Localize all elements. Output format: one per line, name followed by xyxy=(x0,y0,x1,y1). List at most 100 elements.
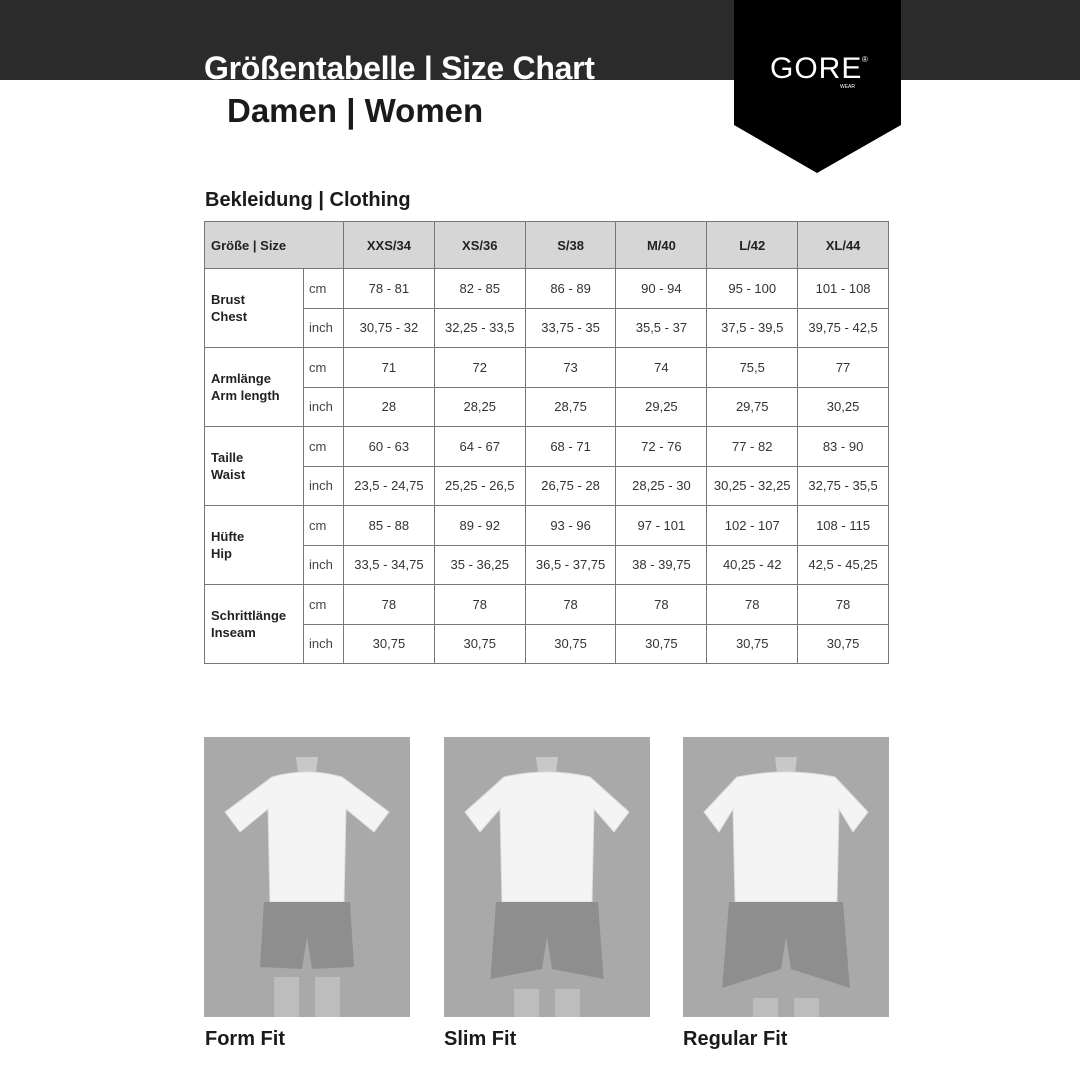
regular-fit-photo xyxy=(683,737,889,1038)
measurement-label: Armlänge Arm length xyxy=(204,347,304,427)
value-cell: 35 - 36,25 xyxy=(433,544,526,585)
value-cell: 78 xyxy=(615,584,708,625)
form-fit-photo xyxy=(204,737,410,1017)
label-en: Arm length xyxy=(211,388,280,403)
form-fit-caption: Form Fit xyxy=(205,1028,285,1050)
value-cell: 37,5 - 39,5 xyxy=(706,307,799,348)
value-cell: 78 xyxy=(797,584,889,625)
label-de: Schrittlänge xyxy=(211,608,287,623)
value-cell: 74 xyxy=(615,347,708,388)
table-row: Hüfte Hip cm 85 - 88 89 - 92 93 - 96 97 - 101 1… xyxy=(204,505,889,585)
value-cell: 30,75 xyxy=(706,623,799,664)
table-row: Taille Waist cm 60 - 63 64 - 67 68 - 71 72 - 7… xyxy=(204,426,889,506)
measurement-label: Schrittlänge Inseam xyxy=(204,584,304,664)
value-cell: 33,75 - 35 xyxy=(524,307,617,348)
value-cell: 30,25 - 32,25 xyxy=(706,465,799,506)
measurement-label: Hüfte Hip xyxy=(204,505,304,585)
table-row: Brust Chest cm 78 - 81 82 - 85 86 - 89 90 - 94… xyxy=(204,268,889,348)
regular-fit-caption: Regular Fit xyxy=(683,1028,788,1050)
label-en: Inseam xyxy=(211,625,256,640)
label-de: Hüfte xyxy=(211,529,245,544)
value-cell: 83 - 90 xyxy=(797,426,889,467)
t-shirt xyxy=(464,771,630,903)
value-cell: 30,75 xyxy=(797,623,889,664)
value-cell: 86 - 89 xyxy=(524,268,617,309)
value-cell: 30,75 - 32 xyxy=(343,307,435,348)
value-cell: 60 - 63 xyxy=(343,426,435,467)
value-cell: 102 - 107 xyxy=(706,505,799,546)
value-cell: 73 xyxy=(524,347,617,388)
mannequin-neck xyxy=(775,757,797,773)
page-title: Größentabelle | Size Chart xyxy=(204,50,595,80)
unit-cell: inch xyxy=(303,386,344,427)
value-cell: 93 - 96 xyxy=(524,505,617,546)
value-cell: 78 xyxy=(524,584,617,625)
table-row: inch 28 28,25 28,75 29,25 29,75 30,25 xyxy=(205,386,889,427)
value-cell: 40,25 - 42 xyxy=(706,544,799,585)
value-cell: 77 xyxy=(797,347,889,388)
size-column-header: XS/36 xyxy=(433,221,526,269)
logo-text: GORE xyxy=(770,52,862,85)
value-cell: 90 - 94 xyxy=(615,268,708,309)
value-cell: 30,25 xyxy=(797,386,889,427)
value-cell: 30,75 xyxy=(343,623,435,664)
value-cell: 30,75 xyxy=(615,623,708,664)
size-column-header: XL/44 xyxy=(797,221,889,269)
slim-fit-photo xyxy=(444,737,650,1029)
label-en: Chest xyxy=(211,309,248,324)
table-header-row: Größe | Size XXS/34 XS/36 S/38 M/40 L/42… xyxy=(204,221,889,269)
mannequin-neck xyxy=(536,757,558,773)
t-shirt xyxy=(703,771,869,903)
unit-cell: inch xyxy=(303,307,344,348)
value-cell: 78 xyxy=(433,584,526,625)
table-row: inch 33,5 - 34,75 35 - 36,25 36,5 - 37,75 38… xyxy=(205,544,889,585)
value-cell: 28 xyxy=(343,386,435,427)
unit-cell: inch xyxy=(303,623,344,664)
mannequin-leg xyxy=(274,977,299,1017)
section-title: Bekleidung | Clothing xyxy=(205,189,411,211)
slim-fit-caption: Slim Fit xyxy=(444,1028,517,1050)
value-cell: 82 - 85 xyxy=(433,268,526,309)
size-table: Größe | Size XXS/34 XS/36 S/38 M/40 L/42… xyxy=(204,221,889,664)
gore-wear-logo: GORE ® WEAR xyxy=(734,0,901,173)
mannequin-leg xyxy=(794,998,819,1038)
unit-cell: cm xyxy=(303,426,344,467)
value-cell: 26,75 - 28 xyxy=(524,465,617,506)
mannequin-leg xyxy=(753,998,778,1038)
value-cell: 23,5 - 24,75 xyxy=(343,465,435,506)
mannequin-leg xyxy=(555,989,580,1029)
value-cell: 72 - 76 xyxy=(615,426,708,467)
t-shirt xyxy=(224,771,390,903)
unit-cell: cm xyxy=(303,584,344,625)
size-column-header: L/42 xyxy=(706,221,799,269)
table-row: inch 23,5 - 24,75 25,25 - 26,5 26,75 - 28 28… xyxy=(205,465,889,506)
size-column-header: M/40 xyxy=(615,221,708,269)
size-column-header: S/38 xyxy=(524,221,617,269)
size-column-header: XXS/34 xyxy=(343,221,435,269)
value-cell: 89 - 92 xyxy=(433,505,526,546)
label-de: Brust xyxy=(211,292,245,307)
value-cell: 28,25 xyxy=(433,386,526,427)
measurement-label: Brust Chest xyxy=(204,268,304,348)
value-cell: 95 - 100 xyxy=(706,268,799,309)
shorts xyxy=(490,902,604,979)
value-cell: 28,75 xyxy=(524,386,617,427)
table-row: Armlänge Arm length cm 71 72 73 74 75,5 77 xyxy=(204,347,889,427)
page-subtitle: Damen | Women xyxy=(227,92,484,129)
size-header: Größe | Size xyxy=(204,221,344,269)
value-cell: 78 xyxy=(343,584,435,625)
value-cell: 36,5 - 37,75 xyxy=(524,544,617,585)
value-cell: 35,5 - 37 xyxy=(615,307,708,348)
table-row: inch 30,75 30,75 30,75 30,75 30,75 30,75 xyxy=(205,623,889,664)
value-cell: 30,75 xyxy=(524,623,617,664)
value-cell: 108 - 115 xyxy=(797,505,889,546)
value-cell: 78 xyxy=(706,584,799,625)
value-cell: 32,75 - 35,5 xyxy=(797,465,889,506)
label-en: Waist xyxy=(211,467,246,482)
value-cell: 25,25 - 26,5 xyxy=(433,465,526,506)
unit-cell: cm xyxy=(303,268,344,309)
unit-cell: cm xyxy=(303,347,344,388)
label-de: Taille xyxy=(211,450,244,465)
svg-text:®: ® xyxy=(862,55,868,64)
value-cell: 75,5 xyxy=(706,347,799,388)
